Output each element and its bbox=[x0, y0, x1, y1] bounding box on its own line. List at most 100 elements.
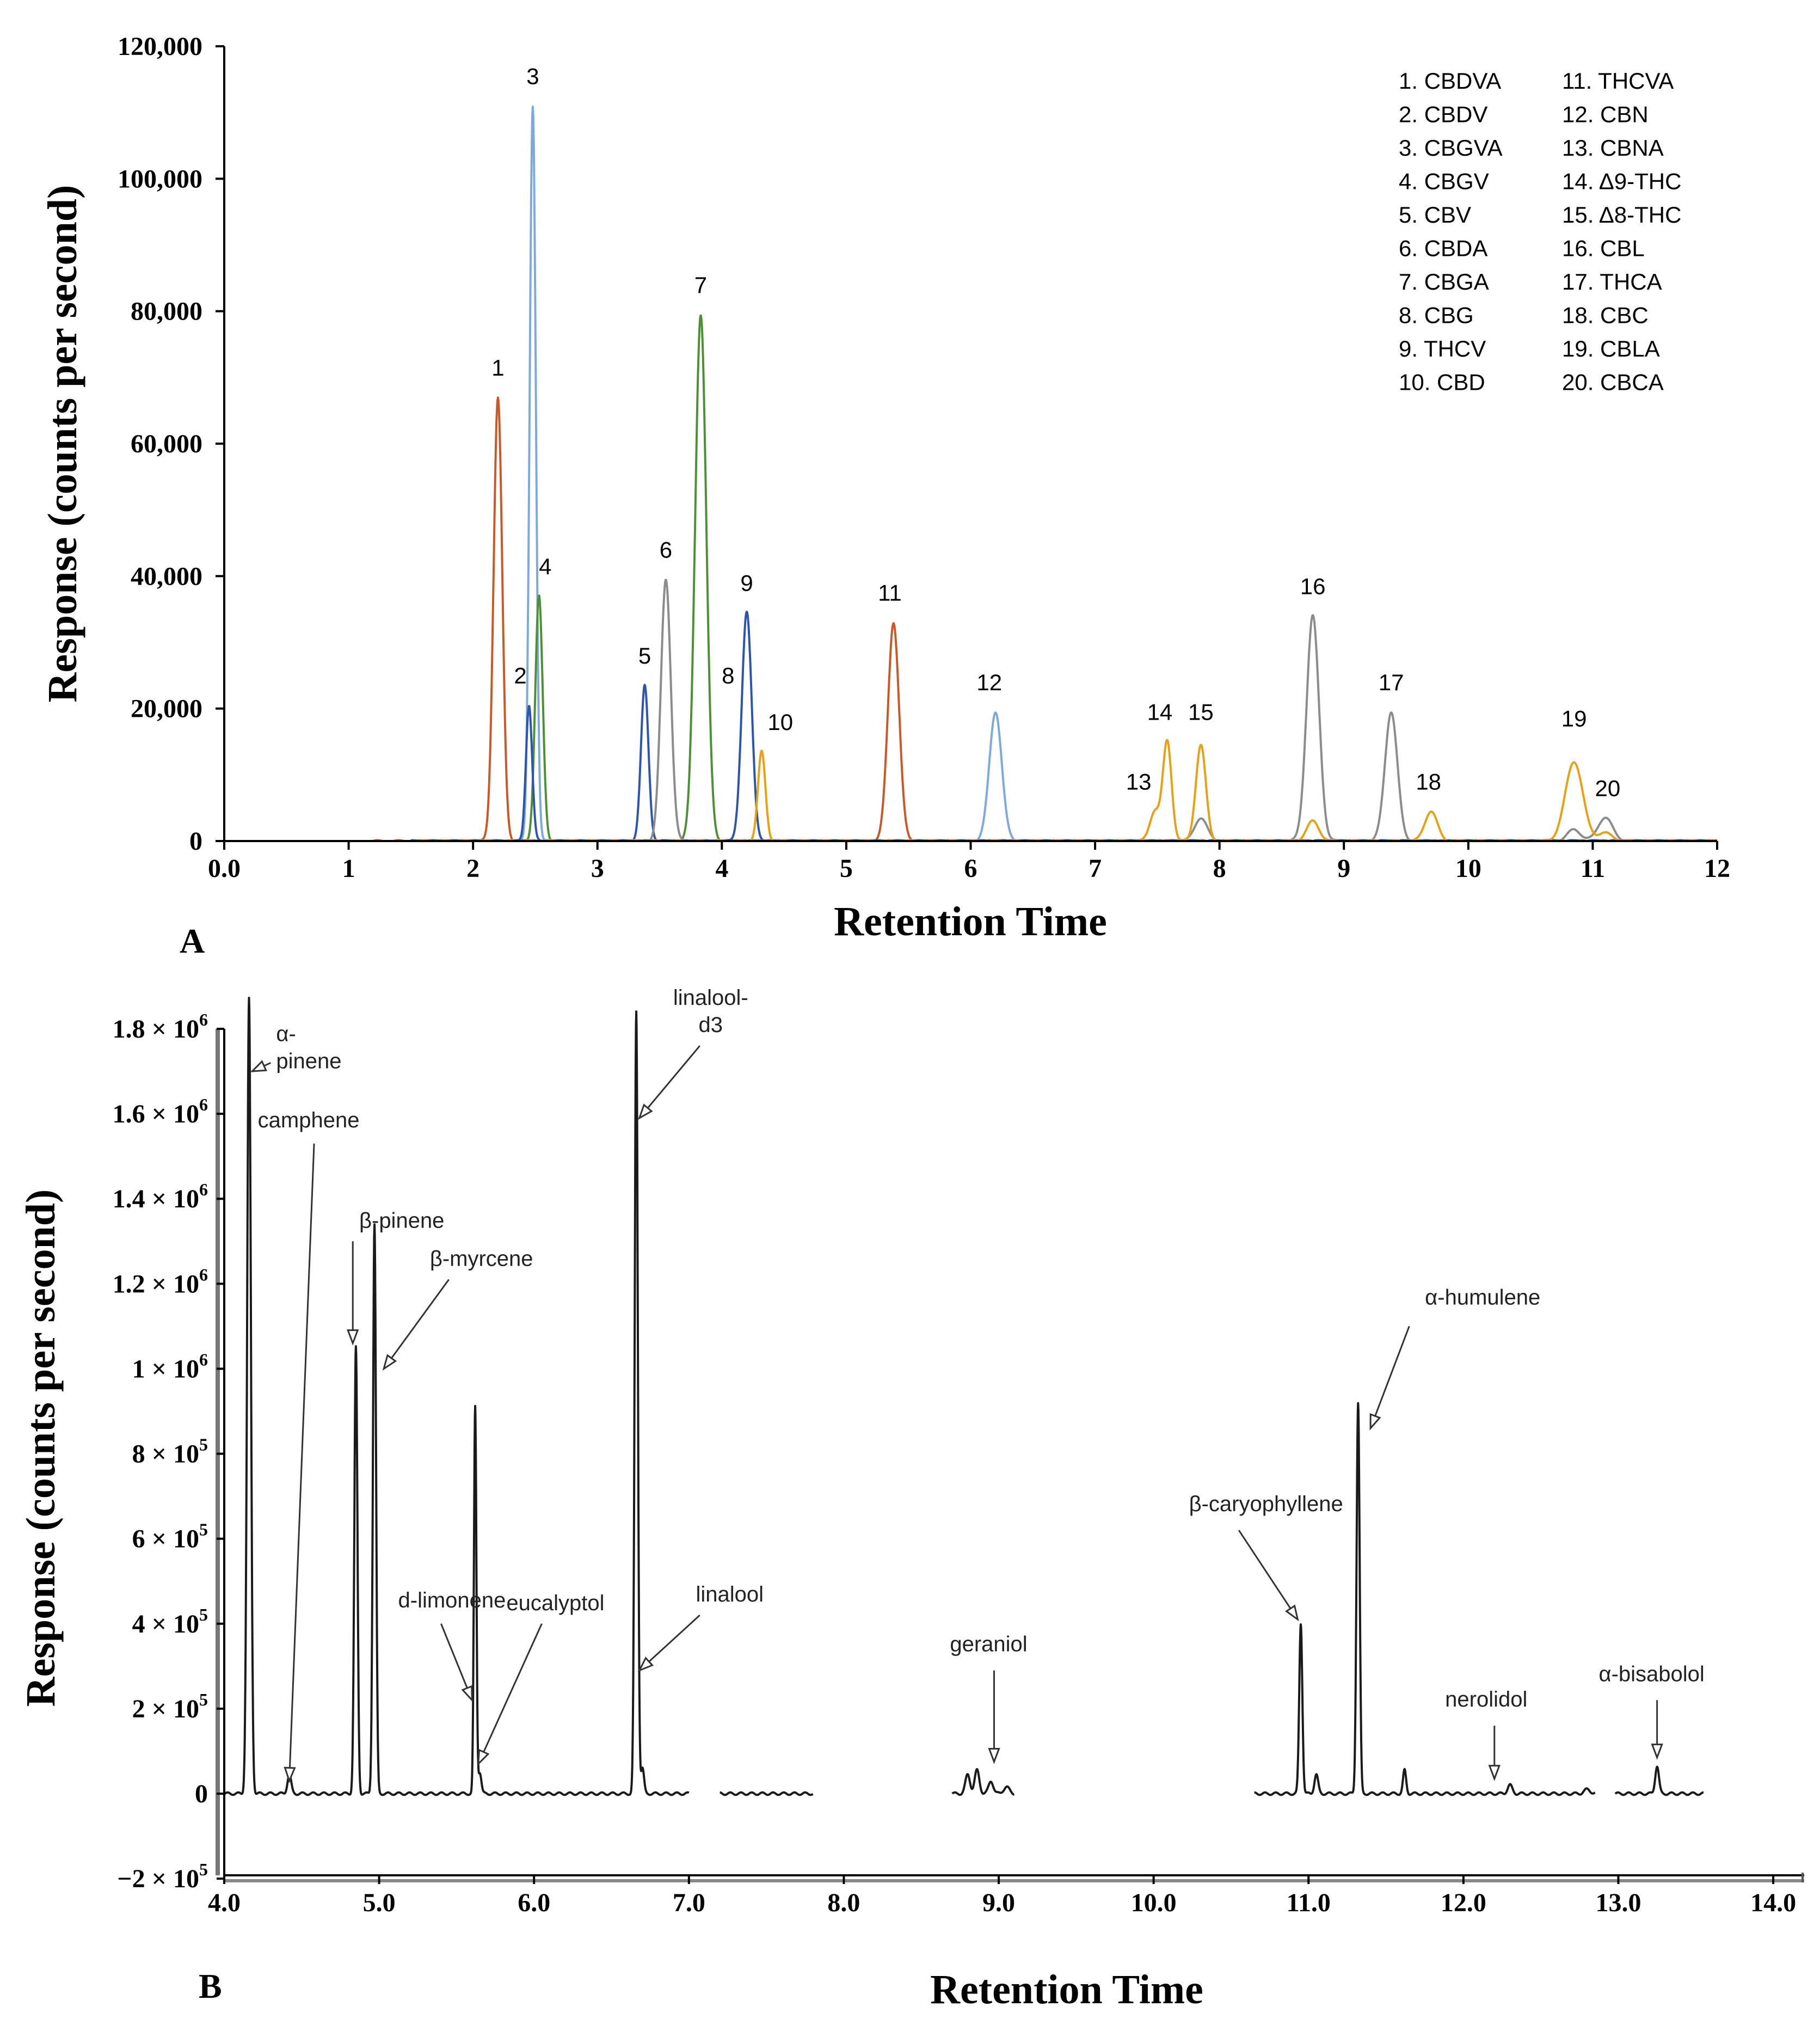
panel-a-x-tick-label: 10 bbox=[1455, 854, 1481, 883]
panel-a-x-tick-label: 2 bbox=[466, 854, 479, 883]
panel-b-y-tick-base: 8 × 10 bbox=[132, 1440, 199, 1469]
panel-b-compound-label: camphene bbox=[258, 1108, 360, 1132]
panel-b-compound-label: linalool- bbox=[673, 986, 748, 1010]
panel-b-annotation-arrowhead bbox=[477, 1748, 490, 1766]
panel-a-peak-label: 18 bbox=[1416, 769, 1441, 794]
panel-b-x-tick-label: 5.0 bbox=[363, 1888, 396, 1917]
panel-b-annotation-arrowhead bbox=[461, 1685, 473, 1703]
panel-a-chart: 0.0 1 2 3 4 5 6 7 8 9 10 11 12020,00040,00060,00080,… bbox=[40, 32, 1730, 960]
panel-a-ticks: 0.0 1 2 3 4 5 6 7 8 9 10 11 12020,00040,00060,00080,… bbox=[118, 32, 1730, 883]
panel-a-legend-entry: 18. CBC bbox=[1562, 303, 1649, 328]
panel-a-peak-label: 8 bbox=[722, 663, 734, 689]
panel-a-legend-entry: 10. CBD bbox=[1399, 370, 1485, 395]
panel-b-compound-label: d-limonene bbox=[398, 1588, 506, 1612]
panel-b-compound-label-line2: pinene bbox=[276, 1049, 341, 1073]
panel-a-peak-label: 7 bbox=[694, 272, 707, 298]
panel-b-annotation-arrowhead bbox=[1651, 1744, 1663, 1760]
panel-b-compound-label: β-pinene bbox=[359, 1208, 444, 1232]
panel-a-legend-entry: 3. CBGVA bbox=[1399, 135, 1503, 161]
panel-b-trace-segment bbox=[1614, 1765, 1705, 1796]
panel-a-legend-entry: 15. Δ8-THC bbox=[1562, 202, 1681, 228]
panel-a-y-tick-label: 80,000 bbox=[131, 297, 202, 326]
panel-a-x-tick-label: 9 bbox=[1337, 854, 1350, 883]
panel-b-y-tick-exponent: 6 bbox=[199, 1180, 208, 1199]
panel-b-y-tick-exponent: 5 bbox=[199, 1435, 208, 1455]
panel-b-compound-label: β-myrcene bbox=[430, 1247, 533, 1271]
panel-a-peak-label: 17 bbox=[1379, 670, 1404, 695]
panel-b-y-tick-base: 6 × 10 bbox=[132, 1525, 199, 1554]
panel-a-y-tick-label: 120,000 bbox=[118, 32, 202, 61]
panel-b-trace-segment bbox=[719, 1791, 814, 1796]
panel-b-x-tick-label: 9.0 bbox=[982, 1888, 1015, 1917]
panel-b-compound-label: α- bbox=[276, 1022, 296, 1046]
panel-b-y-tick-exponent: 5 bbox=[199, 1520, 208, 1539]
panel-b-trace-segment bbox=[223, 997, 690, 1796]
panel-a-legend-entry: 20. CBCA bbox=[1562, 370, 1664, 395]
panel-b-y-tick-base: −2 × 10 bbox=[117, 1864, 199, 1893]
panel-a-legend-entry: 13. CBNA bbox=[1562, 135, 1664, 161]
panel-b-letter: B bbox=[199, 1967, 222, 2005]
panel-a-legend-entry: 8. CBG bbox=[1399, 303, 1474, 328]
panel-b-y-tick-base: 4 × 10 bbox=[132, 1610, 199, 1639]
panel-a-traces bbox=[373, 106, 1718, 842]
panel-a-series-trace bbox=[410, 610, 1718, 842]
panel-a-peak-label: 19 bbox=[1561, 706, 1587, 732]
panel-a-peak-label: 15 bbox=[1188, 700, 1214, 725]
panel-a-series-trace bbox=[410, 106, 1718, 842]
panel-b-annotation-arrow-line bbox=[383, 1279, 450, 1370]
panel-a-peak-label: 13 bbox=[1126, 769, 1152, 794]
panel-a-x-tick-label: 0.0 bbox=[208, 854, 241, 883]
panel-b-y-tick-exponent: 6 bbox=[199, 1095, 208, 1114]
panel-a-x-tick-label: 4 bbox=[715, 854, 728, 883]
panel-b-y-tick-label: 1.4 × 106 bbox=[113, 1180, 208, 1213]
panel-b-y-tick-base: 1.8 × 10 bbox=[113, 1015, 199, 1044]
panel-a-peak-label: 14 bbox=[1147, 700, 1173, 725]
panel-b-y-tick-base: 0 bbox=[195, 1780, 208, 1808]
panel-a-peak-label: 20 bbox=[1595, 775, 1620, 801]
panel-b-ticks: 4.0 5.0 6.0 7.0 8.0 9.0 10.0 11.0 12.0 13.0 14.0 −2… bbox=[113, 1010, 1796, 1917]
panel-a-peak-label: 4 bbox=[539, 554, 551, 579]
panel-b-annotation-arrow-line bbox=[638, 1045, 700, 1119]
panel-a-legend-entry: 17. THCA bbox=[1562, 269, 1662, 294]
panel-b-y-tick-base: 1.4 × 10 bbox=[113, 1185, 199, 1213]
panel-a-legend-entry: 11. THCVA bbox=[1562, 68, 1674, 94]
panel-b-y-tick-exponent: 5 bbox=[199, 1690, 208, 1709]
panel-a-legend: 1. CBDVA 2. CBDV 3. CBGVA 4. CBGV 5. CBV 6. C… bbox=[1399, 68, 1681, 395]
panel-b-y-tick-exponent: 6 bbox=[199, 1349, 208, 1369]
panel-a-legend-entry: 19. CBLA bbox=[1562, 336, 1660, 361]
panel-b-y-tick-exponent: 5 bbox=[199, 1860, 208, 1879]
panel-b-y-tick-exponent: 6 bbox=[199, 1010, 208, 1029]
panel-b-y-tick-label: −2 × 105 bbox=[117, 1860, 208, 1893]
panel-a-legend-entry: 16. CBL bbox=[1562, 236, 1645, 261]
panel-b-x-tick-label: 8.0 bbox=[827, 1888, 860, 1917]
panel-b-y-tick-label: 1 × 106 bbox=[132, 1349, 208, 1383]
panel-b-trace-segment bbox=[951, 1768, 1015, 1796]
panel-a-peak-label: 1 bbox=[491, 355, 504, 381]
panel-b-y-tick-exponent: 6 bbox=[199, 1265, 208, 1284]
panel-a-series-trace bbox=[410, 579, 1718, 842]
panel-a-x-tick-label: 1 bbox=[342, 854, 355, 883]
panel-a-peak-label: 16 bbox=[1300, 573, 1326, 599]
panel-a-legend-entry: 7. CBGA bbox=[1399, 269, 1489, 294]
panel-b-y-tick-label: 0 bbox=[195, 1780, 208, 1808]
panel-b-annotation-arrowhead bbox=[1488, 1765, 1501, 1781]
panel-b-y-tick-base: 1.2 × 10 bbox=[113, 1269, 199, 1298]
panel-b-y-axis-title: Response (counts per second) bbox=[18, 1189, 64, 1707]
panel-b-annotation-arrowhead bbox=[1369, 1413, 1381, 1431]
panel-b-annotation-arrowhead bbox=[347, 1329, 359, 1346]
panel-a-series-trace bbox=[410, 314, 1718, 842]
panel-b-compound-label: linalool bbox=[696, 1582, 764, 1606]
panel-b-x-tick-label: 13.0 bbox=[1595, 1888, 1641, 1917]
panel-b-x-tick-label: 6.0 bbox=[518, 1888, 550, 1917]
panel-b-y-tick-label: 1.2 × 106 bbox=[113, 1265, 208, 1298]
panel-a-y-axis-title: Response (counts per second) bbox=[40, 185, 85, 703]
panel-a-peak-label: 3 bbox=[526, 64, 539, 89]
panel-b-compound-label: nerolidol bbox=[1445, 1688, 1527, 1711]
panel-a-series-trace bbox=[373, 396, 1718, 842]
panel-a-y-tick-label: 60,000 bbox=[131, 429, 202, 458]
panel-b-annotation-arrow-line bbox=[288, 1143, 315, 1781]
panel-b-y-tick-label: 4 × 105 bbox=[132, 1605, 208, 1639]
